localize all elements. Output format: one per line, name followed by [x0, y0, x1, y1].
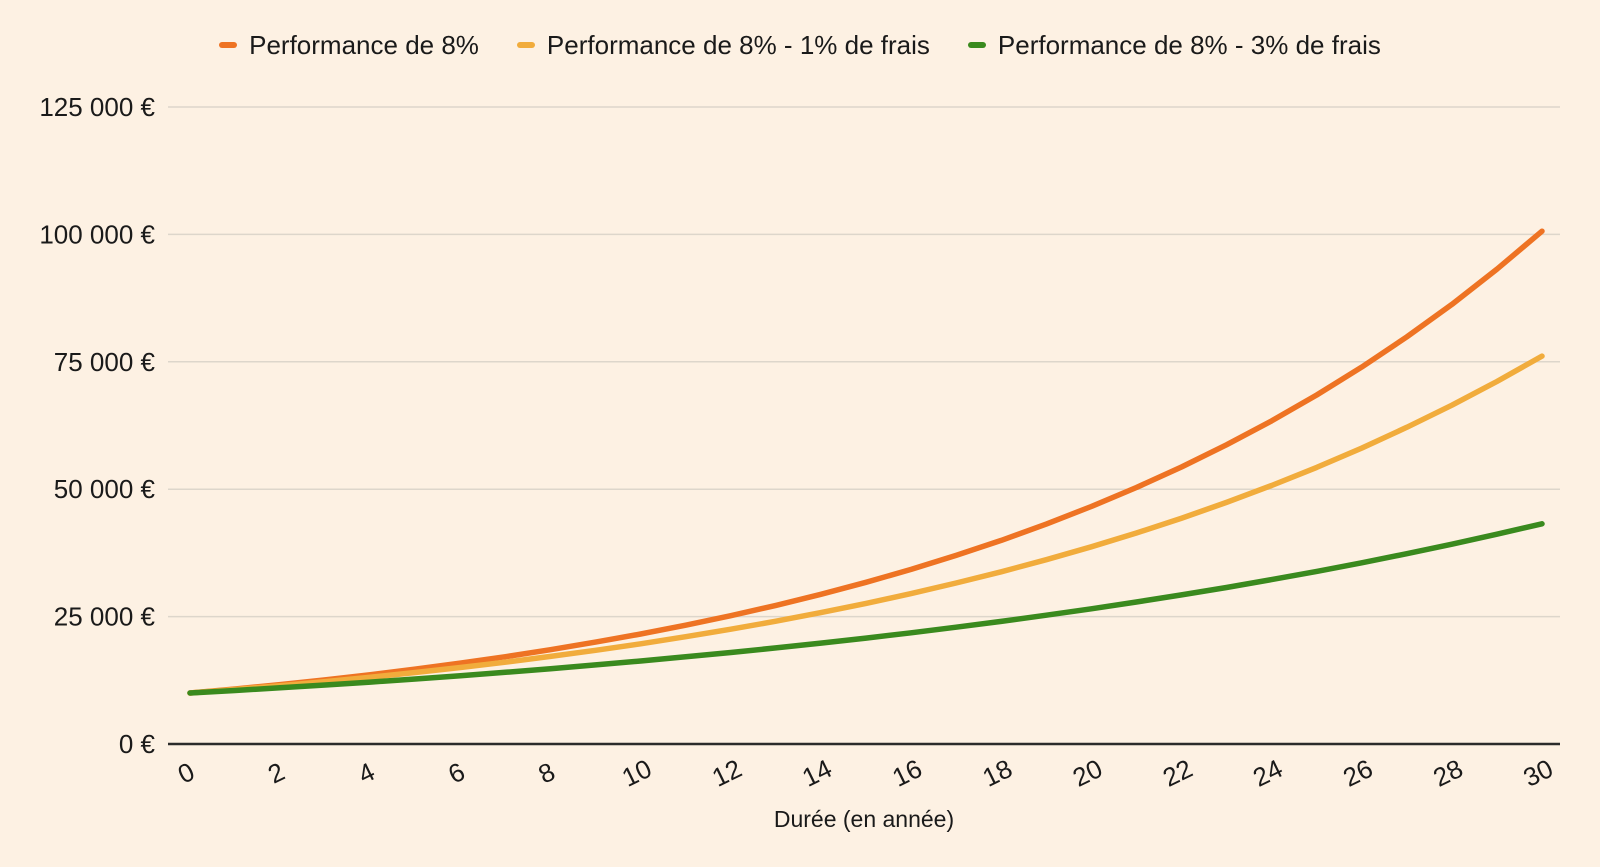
legend-swatch-green [967, 42, 986, 48]
series-line-2 [187, 521, 1545, 696]
legend-swatch-orange [219, 42, 238, 48]
legend-item-performance-8-minus-1: Performance de 8% - 1% de frais [516, 30, 930, 60]
series-line-0 [187, 228, 1545, 696]
x-axis-title: Durée (en année) [773, 806, 955, 832]
x-tick-label: 14 [797, 753, 836, 793]
x-tick-label: 6 [443, 756, 469, 789]
y-tick-label: 125 000 € [39, 92, 155, 122]
legend-label-performance-8-minus-1: Performance de 8% - 1% de frais [546, 30, 930, 60]
legend-label-performance-8: Performance de 8% [249, 30, 479, 60]
x-tick-label: 4 [353, 756, 379, 789]
y-tick-label: 50 000 € [54, 474, 156, 504]
legend-label-performance-8-minus-3: Performance de 8% - 3% de frais [997, 30, 1381, 60]
x-tick-label: 0 [173, 756, 199, 789]
y-tick-label: 25 000 € [54, 602, 156, 632]
legend-swatch-yellow [516, 42, 535, 48]
x-tick-label: 30 [1518, 753, 1557, 793]
x-tick-label: 12 [707, 753, 746, 793]
y-tick-label: 75 000 € [54, 347, 156, 377]
x-tick-label: 22 [1158, 753, 1197, 793]
x-tick-label: 20 [1068, 753, 1107, 793]
x-tick-label: 8 [534, 756, 560, 789]
legend-item-performance-8: Performance de 8% [219, 32, 479, 58]
legend-item-performance-8-minus-3: Performance de 8% - 3% de frais [967, 30, 1381, 60]
y-tick-label: 0 € [119, 729, 156, 759]
x-tick-label: 24 [1248, 753, 1287, 793]
x-tick-label: 26 [1338, 753, 1377, 793]
x-tick-label: 16 [888, 753, 927, 793]
x-tick-label: 10 [617, 753, 656, 793]
series-line-1 [187, 353, 1545, 696]
x-tick-label: 28 [1428, 753, 1467, 793]
y-tick-label: 100 000 € [39, 219, 155, 249]
x-tick-label: 2 [263, 756, 289, 789]
chart-legend: Performance de 8% Performance de 8% - 1%… [0, 32, 1600, 58]
x-tick-label: 18 [978, 753, 1017, 793]
